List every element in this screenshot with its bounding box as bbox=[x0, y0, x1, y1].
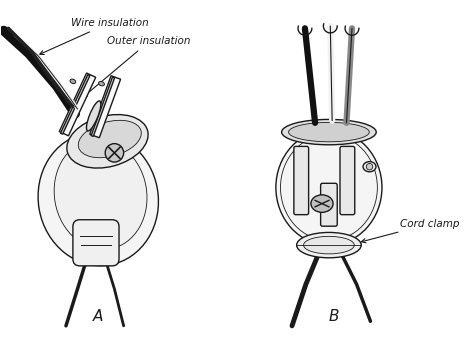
Polygon shape bbox=[61, 75, 90, 134]
Ellipse shape bbox=[289, 122, 369, 142]
Ellipse shape bbox=[99, 81, 104, 86]
Ellipse shape bbox=[54, 139, 147, 249]
Text: Outer insulation: Outer insulation bbox=[83, 37, 191, 97]
Ellipse shape bbox=[276, 130, 382, 245]
FancyBboxPatch shape bbox=[340, 146, 355, 215]
Ellipse shape bbox=[297, 233, 361, 258]
Ellipse shape bbox=[303, 236, 354, 254]
Polygon shape bbox=[91, 77, 115, 136]
Text: Wire insulation: Wire insulation bbox=[40, 18, 148, 54]
Ellipse shape bbox=[38, 132, 158, 266]
FancyBboxPatch shape bbox=[73, 220, 119, 266]
Ellipse shape bbox=[78, 120, 141, 158]
Text: B: B bbox=[328, 309, 339, 323]
Text: A: A bbox=[93, 309, 103, 323]
Text: Cord clamp: Cord clamp bbox=[361, 219, 460, 243]
Ellipse shape bbox=[70, 79, 76, 83]
Ellipse shape bbox=[311, 195, 333, 212]
Ellipse shape bbox=[281, 135, 377, 241]
Circle shape bbox=[105, 144, 124, 162]
Ellipse shape bbox=[67, 115, 148, 168]
Ellipse shape bbox=[363, 162, 376, 172]
FancyBboxPatch shape bbox=[294, 146, 309, 215]
FancyBboxPatch shape bbox=[320, 183, 337, 226]
Ellipse shape bbox=[86, 101, 101, 131]
Polygon shape bbox=[59, 73, 96, 136]
Circle shape bbox=[366, 164, 373, 170]
Ellipse shape bbox=[282, 119, 376, 145]
Polygon shape bbox=[90, 76, 120, 138]
